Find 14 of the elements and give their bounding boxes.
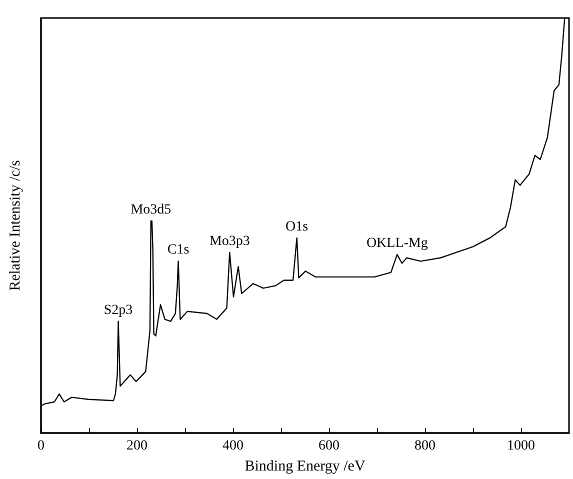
annotation: S2p3 bbox=[104, 302, 133, 318]
x-tick-label: 0 bbox=[38, 438, 44, 454]
x-tick-label: 200 bbox=[126, 438, 148, 454]
annotation: C1s bbox=[167, 242, 190, 258]
annotation: Mo3p3 bbox=[209, 234, 250, 249]
x-tick-label: 800 bbox=[414, 438, 436, 454]
x-tick-label: 600 bbox=[318, 438, 340, 454]
x-axis-title: Binding Energy /eV bbox=[244, 458, 366, 474]
annotation: OKLL-Mg bbox=[366, 236, 428, 252]
x-tick-label: 1000 bbox=[507, 438, 535, 454]
annotation: Mo3d5 bbox=[130, 202, 172, 218]
y-axis-title: Relative Intensity /c/s bbox=[8, 160, 24, 291]
annotation: O1s bbox=[286, 219, 308, 234]
x-tick-label: 400 bbox=[222, 438, 244, 454]
